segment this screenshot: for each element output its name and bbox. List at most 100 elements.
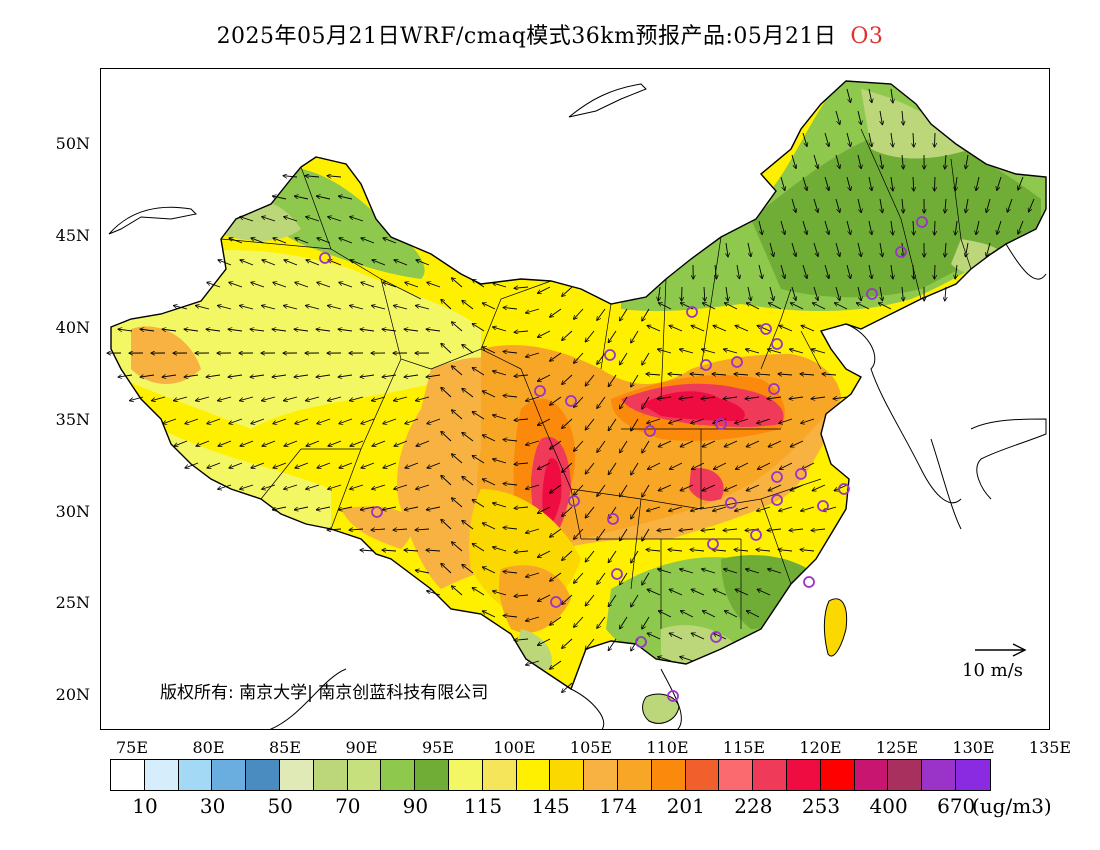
- wind-arrow-376: [295, 462, 309, 468]
- colorbar-swatch-24: [922, 760, 956, 790]
- coastline-0: [108, 206, 198, 235]
- wind-arrow-398: [779, 462, 793, 469]
- wind-arrow-468: [620, 528, 628, 541]
- wind-arrow-291: [393, 396, 408, 401]
- wind-arrow-290: [371, 396, 386, 401]
- wind-arrow-464: [526, 528, 540, 533]
- wind-arrow-341: [801, 418, 815, 423]
- city-marker-13: [715, 418, 727, 430]
- wind-arrow-436: [426, 506, 441, 510]
- wind-arrow-295: [482, 391, 496, 398]
- wind-arrow-515: [768, 569, 782, 574]
- wind-arrow-352: [394, 440, 408, 446]
- wind-arrow-248: [162, 375, 177, 377]
- wind-arrow-432: [338, 506, 353, 510]
- wind-arrow-503: [503, 571, 518, 573]
- colorbar-swatch-9: [415, 760, 449, 790]
- wind-arrow-423: [724, 484, 738, 491]
- wind-arrow-395: [713, 462, 727, 469]
- wind-arrow-49: [945, 198, 946, 213]
- wind-arrow-406: [350, 484, 364, 489]
- wind-arrow-268: [608, 374, 617, 387]
- colorbar-swatch-6: [313, 760, 348, 790]
- wind-arrow-488: [585, 550, 595, 562]
- wind-arrow-363: [642, 440, 650, 453]
- coastline-8: [570, 688, 605, 729]
- wind-arrow-440: [514, 507, 529, 508]
- wind-arrow-380: [383, 462, 397, 468]
- wind-arrow-192: [360, 329, 375, 331]
- wind-arrow-51: [986, 198, 991, 212]
- colorbar-label-30: 30: [199, 794, 226, 818]
- wind-arrow-344: [218, 440, 232, 446]
- city-marker-0: [319, 252, 331, 264]
- wind-arrow-305: [701, 397, 716, 399]
- wind-arrow-484: [493, 547, 507, 552]
- wind-arrow-178: [834, 303, 848, 310]
- wind-arrow-421: [680, 484, 694, 491]
- wind-arrow-324: [427, 418, 441, 424]
- wind-arrow-310: [811, 397, 826, 399]
- wind-arrow-554: [713, 633, 727, 640]
- wind-arrow-401: [240, 484, 254, 489]
- taiwan-island: [823, 598, 848, 657]
- wind-arrow-544: [746, 611, 760, 618]
- city-marker-27: [710, 631, 722, 643]
- wind-arrow-283: [217, 396, 232, 401]
- wind-arrow-203: [608, 330, 617, 343]
- wind-arrow-269: [631, 374, 639, 387]
- wind-arrow-235: [597, 352, 606, 364]
- coastline-2: [845, 323, 962, 504]
- wind-arrow-476: [789, 529, 804, 531]
- wind-arrow-559: [562, 682, 573, 692]
- wind-arrow-241: [724, 349, 738, 354]
- wind-arrow-455: [327, 529, 342, 530]
- wind-arrow-147: [945, 286, 946, 301]
- wind-arrow-534: [526, 616, 540, 621]
- x-label-90e: 90E: [345, 738, 378, 757]
- wind-arrow-549: [608, 638, 617, 651]
- wind-arrow-145: [902, 286, 903, 301]
- city-marker-7: [644, 425, 656, 437]
- city-marker-29: [895, 246, 907, 258]
- wind-arrow-210: [757, 325, 771, 332]
- x-label-95e: 95E: [421, 738, 455, 757]
- wind-arrow-21: [945, 154, 946, 169]
- wind-arrow-397: [757, 462, 771, 469]
- wind-arrow-516: [427, 591, 441, 596]
- wind-arrow-417: [597, 484, 606, 496]
- wind-arrow-255: [316, 375, 331, 377]
- wind-arrow-526: [647, 589, 661, 596]
- wind-arrow-110: [824, 264, 829, 278]
- wind-arrow-187: [250, 329, 265, 331]
- wind-arrow-16: [835, 154, 840, 168]
- wind-arrow-280: [151, 396, 166, 401]
- coastline-7: [269, 668, 347, 729]
- wind-arrow-325: [451, 410, 463, 420]
- wind-arrow-300: [597, 396, 606, 408]
- wind-arrow-288: [327, 396, 342, 401]
- city-marker-14: [768, 383, 780, 395]
- colorbar-swatch-2: [178, 760, 213, 790]
- wind-arrow-501: [462, 564, 474, 574]
- wind-arrow-184: [184, 329, 199, 331]
- wind-arrow-264: [514, 375, 529, 376]
- wind-arrow-26: [780, 176, 785, 190]
- wind-arrow-450: [735, 506, 749, 511]
- wind-arrow-251: [228, 375, 243, 377]
- province-borders: [110, 80, 1047, 691]
- wind-arrow-50: [965, 198, 969, 213]
- wind-arrow-472: [701, 529, 716, 531]
- wind-arrow-343: [196, 440, 210, 446]
- wind-arrow-479: [382, 550, 397, 551]
- wind-arrow-389: [585, 462, 595, 474]
- wind-arrow-270: [646, 374, 661, 375]
- wind-arrow-535: [550, 616, 562, 625]
- title-main: 2025年05月21日WRF/cmaq模式36km预报产品:05月21日: [216, 24, 837, 49]
- wind-arrow-62: [802, 220, 807, 234]
- wind-arrow-229: [462, 344, 474, 354]
- city-marker-22: [750, 529, 762, 541]
- wind-arrow-181: [118, 329, 133, 331]
- wind-arrow-392: [647, 462, 661, 469]
- wind-arrow-460: [441, 519, 452, 530]
